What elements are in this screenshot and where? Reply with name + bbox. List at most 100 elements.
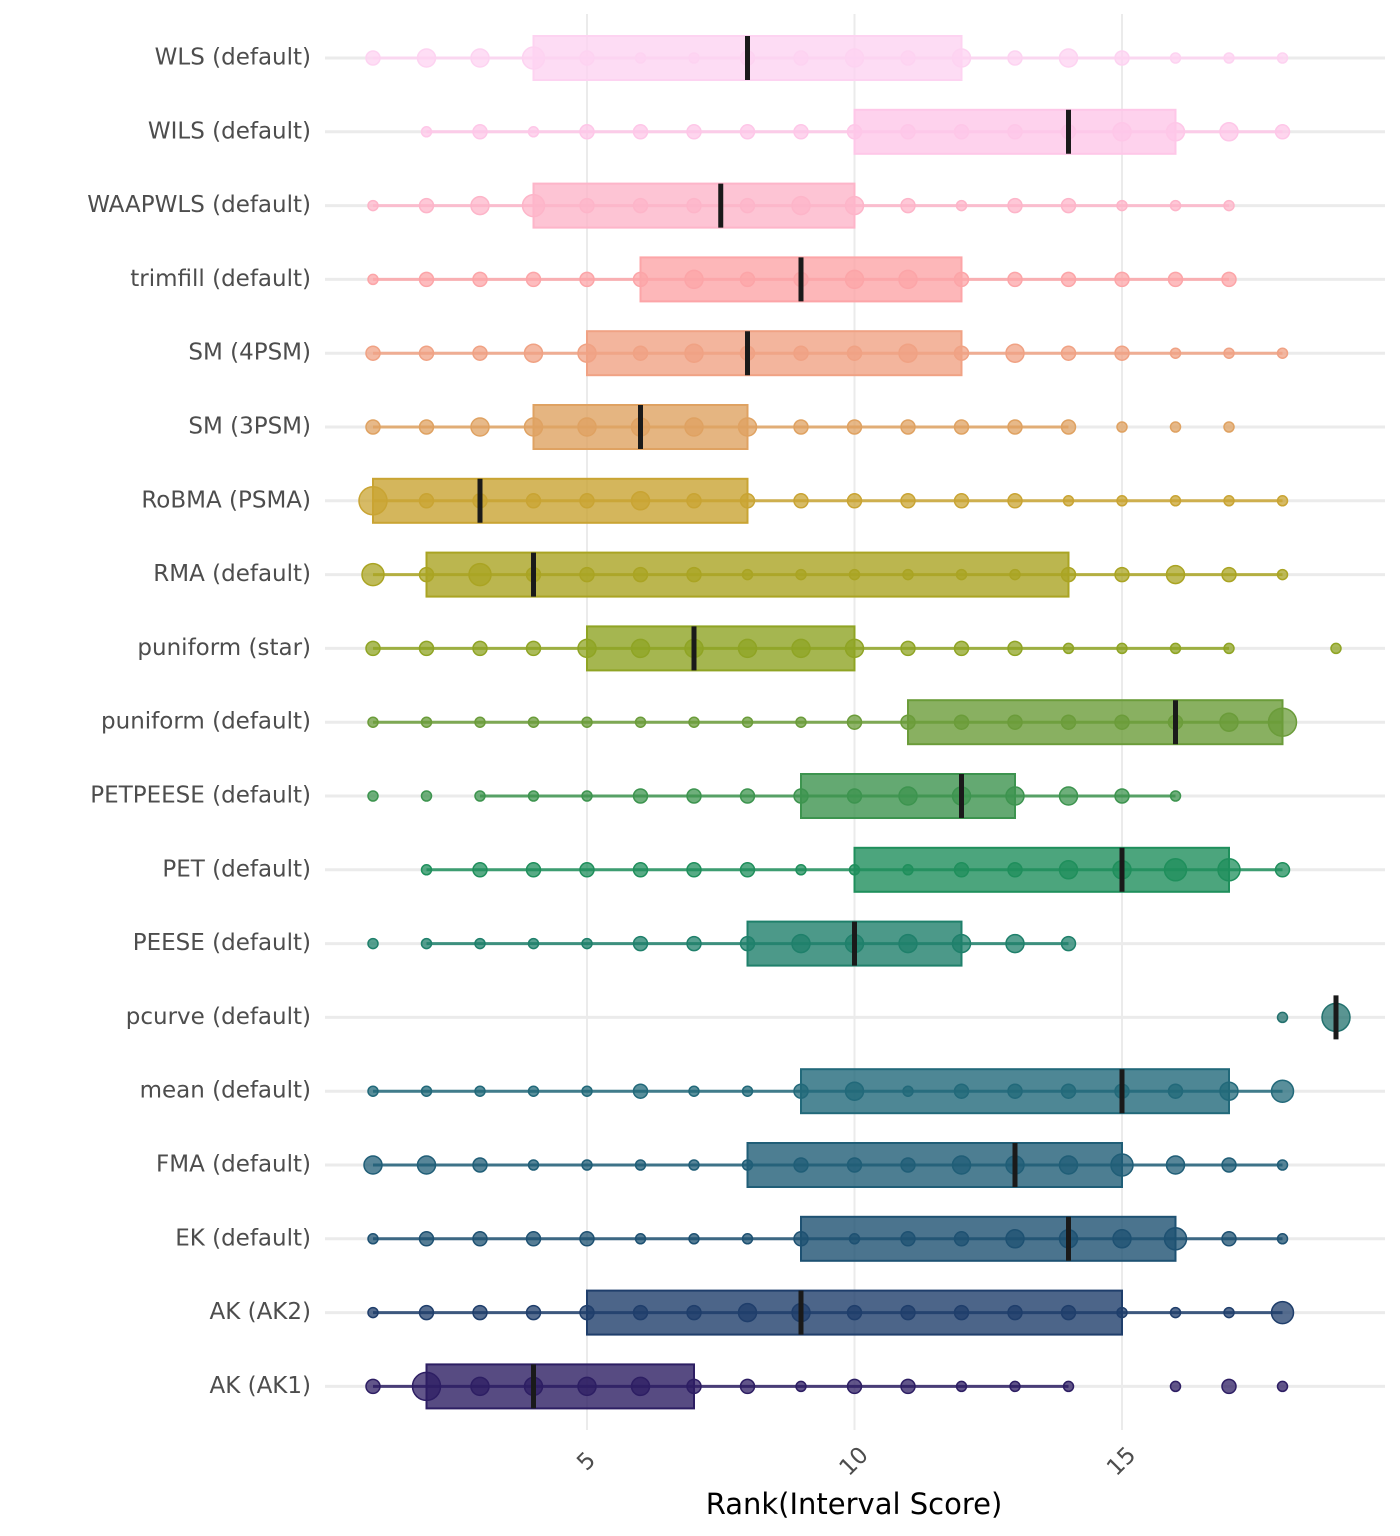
rank-dot: [1058, 48, 1079, 68]
rank-dot: [688, 1233, 700, 1245]
rank-dot: [363, 1155, 383, 1175]
rank-dot: [634, 716, 647, 728]
rank-dot: [739, 862, 756, 878]
rank-dot: [367, 1233, 379, 1245]
rank-dot: [953, 124, 970, 140]
series-row: [325, 404, 1385, 450]
rank-dot: [527, 126, 540, 138]
series-row: [325, 551, 1385, 598]
rank-dot: [793, 788, 809, 804]
rank-dot: [1165, 1155, 1186, 1175]
rank-dot: [1169, 1380, 1182, 1393]
rank-dot: [793, 1157, 809, 1173]
rank-dot: [1007, 50, 1023, 66]
rank-dot: [900, 1304, 916, 1321]
rank-dot: [741, 568, 754, 581]
series-row: [325, 1068, 1385, 1115]
rank-dot: [795, 864, 807, 876]
rank-dot: [472, 1231, 488, 1247]
rank-dot: [1060, 197, 1077, 214]
rank-dot: [848, 1233, 861, 1245]
rank-dot: [367, 790, 379, 802]
rank-dot: [737, 638, 758, 659]
rank-dot: [741, 1233, 754, 1245]
y-axis-label: PETPEESE (default): [90, 783, 311, 809]
rank-dot: [1274, 862, 1291, 878]
rank-dot: [1005, 343, 1025, 363]
rank-dot: [686, 493, 702, 509]
y-axis-label: AK (AK1): [209, 1373, 311, 1399]
rank-dot: [1221, 1231, 1237, 1247]
rank-dot: [1163, 1227, 1188, 1251]
rank-dot: [844, 269, 865, 290]
rank-dot: [1110, 1153, 1134, 1177]
rank-dot: [472, 1157, 488, 1173]
rank-dot: [900, 50, 916, 66]
rank-dot: [1112, 1229, 1132, 1249]
rank-dot: [418, 640, 435, 657]
x-axis-ticks: 5 10 15: [572, 1442, 1141, 1481]
series-row: [325, 773, 1385, 819]
rank-dot: [367, 716, 379, 728]
rank-dot: [634, 52, 647, 64]
rank-dot: [846, 124, 863, 140]
rank-dot: [632, 566, 649, 583]
rank-dot: [953, 271, 970, 288]
iqr-box: [425, 1363, 695, 1410]
rank-dot: [525, 493, 542, 509]
rank-dot: [470, 1376, 490, 1397]
rank-dot: [1116, 1306, 1128, 1319]
rank-dot: [900, 493, 916, 509]
rank-dot: [953, 1231, 970, 1247]
y-axis-label: RoBMA (PSMA): [141, 487, 311, 513]
rank-dot: [418, 419, 435, 435]
rank-dot: [474, 1085, 486, 1097]
rank-dot: [420, 790, 433, 802]
rank-dot: [951, 1155, 972, 1175]
rank-dot: [1009, 1380, 1021, 1393]
rank-dot: [523, 343, 544, 363]
series-row: [325, 1363, 1385, 1410]
rank-dot: [1221, 271, 1237, 288]
y-axis-labels: WLS (default) WILS (default) WAAPWLS (defa…: [87, 45, 311, 1399]
rank-dot: [579, 566, 595, 583]
rank-dot: [739, 788, 756, 804]
rank-dot: [953, 862, 970, 878]
rank-dot: [1276, 52, 1289, 64]
series-row: [325, 1289, 1385, 1336]
rank-dot: [1219, 712, 1239, 732]
rank-dot: [793, 1083, 809, 1099]
rank-dot: [1009, 568, 1021, 581]
rank-dot: [470, 417, 490, 437]
rank-dot: [632, 1304, 649, 1321]
rank-dot: [365, 419, 381, 435]
rank-dot: [474, 790, 486, 802]
rank-dot: [1270, 1300, 1295, 1325]
rank-dot: [953, 714, 970, 730]
y-axis-label: trimfill (default): [130, 266, 311, 292]
rank-dot: [527, 790, 540, 802]
rank-dot: [953, 640, 970, 657]
rank-dot: [579, 1304, 595, 1321]
rank-dot: [793, 124, 809, 140]
rank-dot: [1007, 493, 1023, 509]
rank-dot: [739, 935, 756, 952]
rank-dot: [579, 862, 595, 878]
rank-dot: [898, 343, 918, 363]
rank-dot: [955, 568, 968, 581]
rank-dot: [630, 491, 651, 511]
x-tick-label: 15: [1102, 1442, 1141, 1481]
rank-dot: [470, 195, 490, 216]
rank-dot: [367, 1306, 379, 1319]
rank-dot: [1169, 199, 1182, 212]
series-row: [325, 920, 1385, 967]
rank-dot: [846, 714, 863, 730]
series-row: [325, 35, 1385, 81]
rank-dot: [577, 343, 597, 363]
rank-dot: [632, 862, 649, 878]
rank-dot: [525, 271, 542, 288]
rank-dot: [684, 417, 704, 437]
series-row: [325, 256, 1385, 303]
rank-dot: [846, 1304, 863, 1321]
rank-dot: [361, 562, 385, 587]
